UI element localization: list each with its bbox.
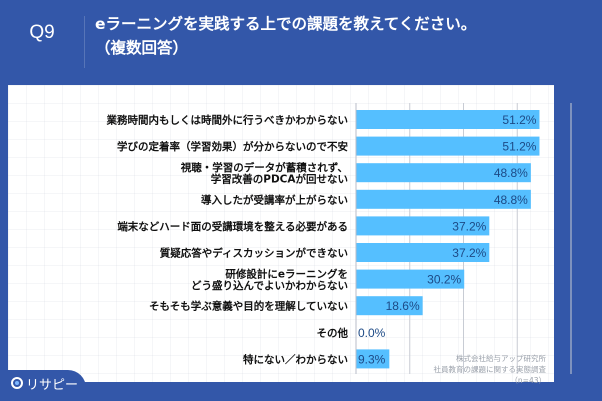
category-label-6: 質疑応答やディスカッションができない [160,247,348,260]
category-label-4: 導入したが受講率が上がらない [201,193,348,206]
bar-2 [356,136,540,156]
category-label-8: そもそも学ぶ意義や目的を理解していない [149,300,348,313]
header: Q9 eラーニングを実践する上での課題を教えてください。 （複数回答） [0,0,602,80]
category-label-3-line1: 視聴・学習のデータが蓄積されず、 [180,161,348,174]
value-label-1: 51.2% [502,113,536,127]
category-label-7-line2: どう盛り込んでよいかわからない [191,279,348,292]
bar-3 [356,163,531,183]
pin-icon [11,377,23,389]
category-label-1: 業務時間内もしくは時間外に行うべきかわからない [106,114,349,127]
category-label-5: 端末などハード面の受講環境を整える必要がある [117,220,348,233]
value-label-3: 48.8% [494,166,528,180]
question-title-line1: eラーニングを実践する上での課題を教えてください。 [95,15,477,33]
value-label-2: 51.2% [502,140,536,154]
value-label-5: 37.2% [452,219,486,233]
source-sample-size: （n=43） [510,376,546,385]
bar-10 [356,349,390,369]
question-title: eラーニングを実践する上での課題を教えてください。 （複数回答） [95,12,476,60]
value-label-4: 48.8% [494,193,528,207]
category-label-10: 特にない／わからない [243,353,348,366]
bar-4 [356,189,531,209]
question-title-line2: （複数回答） [95,39,189,57]
logo-text: リサピー [26,378,79,393]
category-label-2: 学びの定着率（学習効果）が分からないので不安 [117,140,348,153]
value-label-6: 37.2% [452,246,486,260]
category-label-7-line1: 研修設計にeラーニングを [225,267,348,280]
bar-1 [356,110,540,129]
value-label-10: 9.3% [358,352,386,366]
category-label-9: その他 [317,326,349,339]
bar-8 [356,296,423,316]
header-divider [84,16,85,68]
category-label-3-line2: 学習改善のPDCAが回せない [211,172,348,185]
bar-7 [356,269,465,289]
source-company: 株式会社給与アップ研究所 [456,354,546,363]
bar-5 [356,216,490,236]
value-label-9: 0.0% [358,326,386,340]
value-label-8: 18.6% [386,299,420,313]
question-number: Q9 [29,22,55,43]
bar-6 [356,243,490,262]
source-survey: 社員教育の課題に関する実態調査 [433,365,547,374]
value-label-7: 30.2% [427,273,461,287]
source-note: 株式会社給与アップ研究所 社員教育の課題に関する実態調査 （n=43） [434,353,547,386]
